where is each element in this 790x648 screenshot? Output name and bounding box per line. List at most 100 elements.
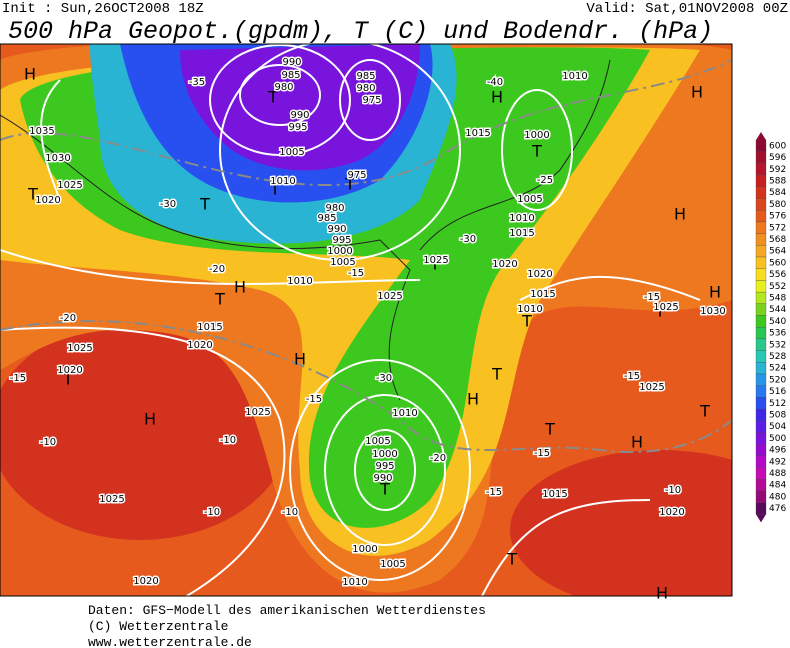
contour-label: 1025 xyxy=(67,343,92,354)
contour-label: -10 xyxy=(204,507,220,518)
colorbar-label: 544 xyxy=(769,305,786,315)
contour-label: 975 xyxy=(347,170,366,181)
pressure-center: H xyxy=(24,65,36,84)
colorbar-label: 476 xyxy=(769,504,786,514)
contour-label: -15 xyxy=(10,373,26,384)
field-area xyxy=(510,450,732,596)
colorbar-label: 528 xyxy=(769,352,786,362)
pressure-center: H xyxy=(234,278,246,297)
colorbar-cell xyxy=(755,467,767,480)
contour-label: 980 xyxy=(274,82,293,93)
contour-label: 1005 xyxy=(330,257,355,268)
contour-label: 980 xyxy=(325,203,344,214)
colorbar-cell xyxy=(755,327,767,340)
contour-label: 1020 xyxy=(659,507,684,518)
contour-label: -15 xyxy=(534,448,550,459)
colorbar-arrow xyxy=(756,514,766,523)
contour-label: 1000 xyxy=(352,544,377,555)
contour-label: 1000 xyxy=(524,130,549,141)
pressure-center: H xyxy=(656,584,668,603)
colorbar-label: 520 xyxy=(769,375,786,385)
map-labels: HHHTTTTTTHHTHTTTTHTHTHTTTHH1035103010251… xyxy=(8,56,727,603)
contour-label: 1035 xyxy=(29,126,54,137)
contour-label: -10 xyxy=(40,437,56,448)
colorbar-label: 568 xyxy=(769,235,786,245)
contour-label: 1020 xyxy=(492,259,517,270)
contour-label: -25 xyxy=(537,175,553,186)
colorbar-cell xyxy=(755,210,767,223)
pressure-center: H xyxy=(709,283,721,302)
colorbar-cell xyxy=(755,315,767,328)
colorbar-cell xyxy=(755,502,767,515)
colorbar-cell xyxy=(755,479,767,492)
colorbar-cell xyxy=(755,362,767,375)
colorbar-label: 512 xyxy=(769,399,786,409)
contour-label: 1025 xyxy=(377,291,402,302)
colorbar-cell xyxy=(755,373,767,386)
pressure-center: T xyxy=(429,255,440,274)
colorbar-cell xyxy=(755,291,767,304)
contour-label: -20 xyxy=(209,264,225,275)
contour-label: 1025 xyxy=(99,494,124,505)
contour-label: 980 xyxy=(356,83,375,94)
isobars xyxy=(0,44,701,596)
contour-label: 1000 xyxy=(372,449,397,460)
colorbar-cell xyxy=(755,233,767,246)
pressure-center: H xyxy=(631,433,643,452)
contour-label: -15 xyxy=(348,268,364,279)
temperature-lines xyxy=(0,59,732,453)
contour-label: 990 xyxy=(282,57,301,68)
contour-label: 990 xyxy=(373,473,392,484)
contour-label: 995 xyxy=(375,461,394,472)
colorbar-label: 524 xyxy=(769,364,786,374)
contour-label: -15 xyxy=(486,487,502,498)
contour-label: 1025 xyxy=(639,382,664,393)
contour-label: -15 xyxy=(624,371,640,382)
pressure-center: T xyxy=(344,175,355,194)
colorbar: 6005965925885845805765725685645605565525… xyxy=(755,132,786,523)
colorbar-label: 564 xyxy=(769,247,786,257)
pressure-center: T xyxy=(267,88,278,107)
colorbar-label: 492 xyxy=(769,457,786,467)
pressure-center: T xyxy=(654,302,665,321)
contour-label: 1015 xyxy=(530,289,555,300)
contour-label: -20 xyxy=(60,313,76,324)
contour-label: 1010 xyxy=(517,304,542,315)
contour-label: -15 xyxy=(306,394,322,405)
contour-label: 1030 xyxy=(45,153,70,164)
colorbar-label: 540 xyxy=(769,317,786,327)
pressure-center: T xyxy=(269,180,280,199)
colorbar-cell xyxy=(755,256,767,269)
colorbar-cell xyxy=(755,174,767,187)
contour-label: 1010 xyxy=(287,276,312,287)
colorbar-label: 484 xyxy=(769,481,786,491)
contour-label: -10 xyxy=(282,507,298,518)
contour-label: 1000 xyxy=(327,246,352,257)
colorbar-cell xyxy=(755,385,767,398)
pressure-center: T xyxy=(62,370,73,389)
contour-label: 1020 xyxy=(187,340,212,351)
contour-label: 1020 xyxy=(133,576,158,587)
contour-label: 1005 xyxy=(279,147,304,158)
contour-label: 1025 xyxy=(653,302,678,313)
colorbar-label: 496 xyxy=(769,446,786,456)
field-area xyxy=(0,320,290,540)
contour-label: 1020 xyxy=(527,269,552,280)
colorbar-label: 580 xyxy=(769,200,786,210)
contour-label: -30 xyxy=(376,373,392,384)
contour-label: -35 xyxy=(189,77,205,88)
colorbar-cell xyxy=(755,268,767,281)
colorbar-label: 500 xyxy=(769,434,786,444)
colorbar-label: 552 xyxy=(769,282,786,292)
map-frame xyxy=(0,43,733,597)
colorbar-label: 556 xyxy=(769,270,786,280)
contour-label: 1010 xyxy=(392,408,417,419)
pressure-center: T xyxy=(699,402,710,421)
contour-label: 1015 xyxy=(509,228,534,239)
contour-label: -30 xyxy=(160,199,176,210)
contour-label: -20 xyxy=(430,453,446,464)
colorbar-cell xyxy=(755,303,767,316)
colorbar-label: 588 xyxy=(769,176,786,186)
pressure-center: T xyxy=(531,142,542,161)
